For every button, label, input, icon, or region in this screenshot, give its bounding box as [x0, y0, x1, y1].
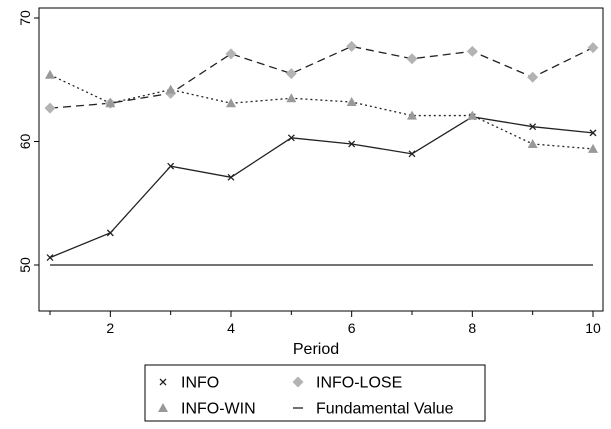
series-3 — [45, 69, 598, 153]
legend-label: Fundamental Value — [316, 401, 454, 418]
y-tick-label: 70 — [17, 10, 33, 26]
data-point — [466, 45, 478, 57]
plot-area — [38, 7, 604, 312]
axes-layer: 50 60 70 2 4 6 8 10 — [17, 10, 601, 336]
x-tick-label: 4 — [227, 320, 235, 336]
data-point — [346, 40, 358, 52]
data-point — [527, 71, 539, 83]
series-line — [49, 116, 594, 259]
legend-key — [292, 376, 304, 388]
y-tick-label: 50 — [17, 257, 33, 273]
data-point — [45, 69, 55, 79]
data-point — [467, 110, 478, 120]
data-point — [226, 98, 236, 108]
series-1 — [46, 113, 597, 262]
data-point — [346, 96, 357, 106]
data-point — [589, 129, 597, 137]
data-point — [588, 143, 598, 153]
x-tick-label: 8 — [468, 320, 476, 336]
legend-key — [158, 403, 168, 412]
x-axis-title: Period — [293, 341, 339, 358]
legend-item: INFO-WIN — [158, 401, 256, 418]
data-point — [348, 140, 356, 148]
legend: INFO INFO-LOSE INFO-WIN Fundamental Value — [144, 364, 486, 422]
data-point — [46, 254, 54, 262]
data-point — [167, 162, 175, 170]
legend-label: INFO-LOSE — [316, 375, 402, 392]
legend-item: Fundamental Value — [293, 401, 454, 418]
data-point — [529, 123, 537, 131]
series-layer — [44, 40, 599, 266]
data-point — [407, 110, 417, 120]
data-point — [105, 98, 116, 108]
data-point — [286, 93, 297, 103]
data-point — [165, 84, 176, 94]
legend-key — [159, 378, 167, 386]
data-point — [225, 48, 237, 60]
data-point — [287, 134, 295, 142]
series-line — [49, 74, 594, 150]
legend-frame — [144, 364, 486, 422]
data-point — [408, 150, 416, 158]
data-point — [106, 229, 114, 237]
legend-label: INFO — [181, 375, 219, 392]
legend-item: INFO-LOSE — [292, 375, 402, 392]
x-tick-label: 2 — [106, 320, 114, 336]
data-point — [527, 138, 538, 148]
legend-label: INFO-WIN — [181, 401, 256, 418]
series-line — [49, 45, 594, 109]
x-tick-label: 6 — [348, 320, 356, 336]
x-tick-label: 10 — [585, 320, 601, 336]
y-tick-label: 60 — [17, 134, 33, 150]
data-point — [587, 42, 599, 54]
data-point — [44, 102, 56, 114]
plot-frame — [38, 7, 604, 312]
legend-item: INFO — [159, 375, 219, 392]
series-2 — [44, 40, 599, 114]
data-point — [406, 53, 418, 65]
data-point — [285, 68, 297, 80]
data-point — [227, 173, 235, 181]
